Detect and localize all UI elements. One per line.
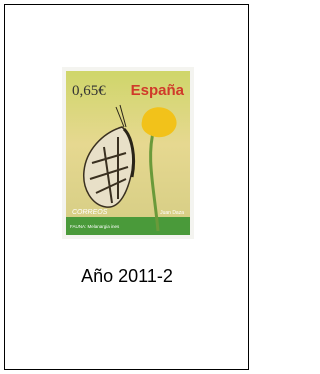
page: {"stamp": {"value": "0,65€", "country": …: [0, 0, 254, 374]
stamp-fauna: FAUNA: Melanargia ines: [70, 224, 120, 229]
stamp-artist: Juan Daza: [160, 210, 184, 216]
stamp-country: España: [131, 82, 185, 99]
stamp-image: 0,65€ España CORREOS Juan Daza FAUNA: Me…: [62, 67, 194, 239]
caption: Año 2011-2: [0, 266, 254, 287]
stamp-postal: CORREOS: [72, 209, 108, 216]
stamp-value: 0,65€: [72, 83, 106, 99]
